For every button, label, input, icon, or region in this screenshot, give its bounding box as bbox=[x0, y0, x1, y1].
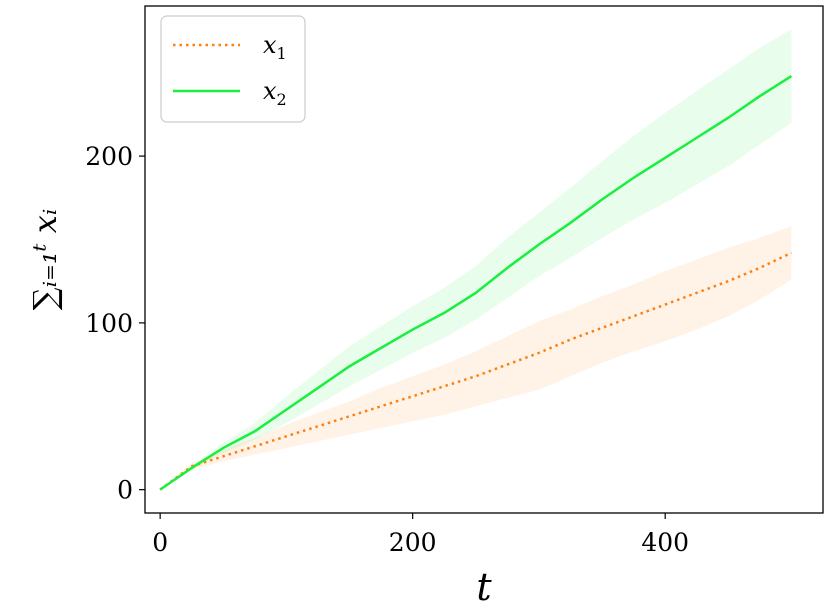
x-tick-label-200: 200 bbox=[389, 528, 437, 557]
y-axis-label-text: ∑ᵢ₌₁ᵗ xᵢ bbox=[26, 209, 64, 311]
legend-label-subscript: 2 bbox=[277, 90, 287, 109]
y-axis-label: ∑ᵢ₌₁ᵗ xᵢ bbox=[26, 209, 64, 311]
series-lines bbox=[159, 74, 793, 491]
x-tick-label-0: 0 bbox=[152, 528, 168, 557]
line-x2 bbox=[159, 74, 793, 491]
x-tick-label-400: 400 bbox=[641, 528, 689, 557]
legend-label-subscript: 1 bbox=[277, 44, 287, 63]
legend-box bbox=[160, 15, 306, 123]
y-tick-label-200: 200 bbox=[85, 142, 133, 171]
band-x1 bbox=[160, 226, 792, 490]
y-tick-label-0: 0 bbox=[117, 476, 133, 505]
axis-ticks: 0 200 400 0 100 200 bbox=[85, 142, 689, 557]
band-x2 bbox=[160, 29, 792, 490]
y-tick-label-100: 100 bbox=[85, 309, 133, 338]
confidence-bands bbox=[160, 29, 792, 490]
plot-frame bbox=[144, 5, 824, 514]
x-axis-label: t bbox=[476, 565, 492, 605]
